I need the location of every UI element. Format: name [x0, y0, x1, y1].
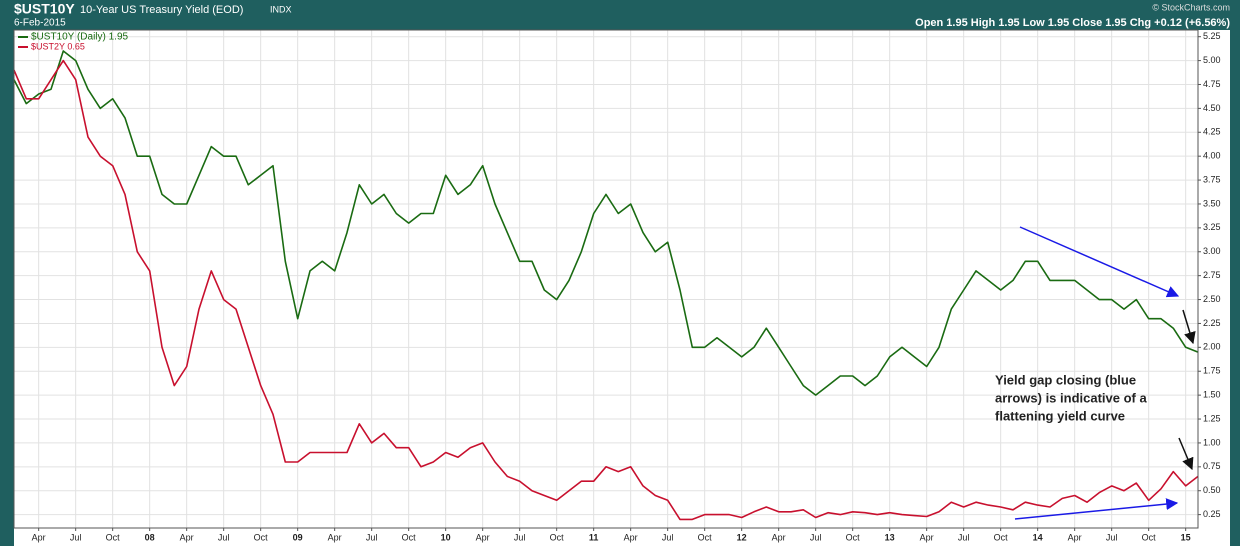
x-tick-label: Oct	[254, 532, 269, 542]
y-tick-label: 4.50	[1203, 103, 1221, 113]
y-tick-label: 3.00	[1203, 246, 1221, 256]
x-tick-label: Jul	[514, 532, 526, 542]
x-tick-label: Jul	[218, 532, 230, 542]
x-tick-label: Apr	[476, 532, 490, 542]
legend-label: $UST2Y 0.65	[31, 41, 85, 51]
x-tick-label: 09	[293, 532, 303, 542]
quote: Open 1.95 High 1.95 Low 1.95 Close 1.95 …	[915, 17, 1230, 29]
legend-label: $UST10Y (Daily) 1.95	[31, 32, 129, 43]
x-tick-label: Apr	[624, 532, 638, 542]
x-tick-label: 11	[589, 532, 599, 542]
plot-area	[14, 30, 1198, 528]
lines	[13, 50, 1199, 521]
arrow	[1014, 498, 1179, 520]
x-tick-label: Oct	[402, 532, 417, 542]
arrow	[1019, 226, 1180, 298]
y-tick-label: 5.25	[1203, 31, 1221, 41]
annotation-line: arrows) is indicative of a	[995, 390, 1147, 405]
y-tick-label: 0.50	[1203, 485, 1221, 495]
annotation-line: flattening yield curve	[995, 408, 1125, 423]
y-tick-label: 3.25	[1203, 222, 1221, 232]
arrow	[1178, 437, 1194, 471]
x-tick-label: Oct	[994, 532, 1009, 542]
credit: © StockCharts.com	[1152, 2, 1230, 12]
y-tick-label: 1.75	[1203, 366, 1221, 376]
x-tick-label: 13	[885, 532, 895, 542]
x-tick-label: Oct	[106, 532, 121, 542]
x-tick-label: Jul	[810, 532, 822, 542]
x-tick-label: Apr	[180, 532, 194, 542]
x-tick-label: Jul	[1106, 532, 1118, 542]
x-tick-label: Apr	[920, 532, 934, 542]
y-tick-label: 4.00	[1203, 151, 1221, 161]
x-tick-label: Jul	[366, 532, 378, 542]
x-tick-label: Jul	[958, 532, 970, 542]
x-tick-label: 15	[1181, 532, 1191, 542]
plot-border	[13, 29, 1199, 529]
y-tick-label: 3.50	[1203, 198, 1221, 208]
x-tick-label: Apr	[328, 532, 342, 542]
y-tick-label: 1.00	[1203, 437, 1221, 447]
series-line	[13, 50, 1199, 396]
series-line	[13, 59, 1199, 521]
x-tick-label: 08	[145, 532, 155, 542]
y-tick-label: 2.25	[1203, 318, 1221, 328]
x-tick-label: 14	[1033, 532, 1043, 542]
security-name: 10-Year US Treasury Yield (EOD)	[80, 4, 243, 16]
x-tick-label: 10	[441, 532, 451, 542]
date: 6-Feb-2015	[14, 18, 66, 29]
x-axis-area	[14, 528, 1230, 546]
x-tick-label: Oct	[698, 532, 713, 542]
annotation-line: Yield gap closing (blue	[995, 372, 1136, 387]
y-tick-label: 1.25	[1203, 413, 1221, 423]
y-tick-label: 0.25	[1203, 509, 1221, 519]
x-tick-label: Oct	[846, 532, 861, 542]
grid	[14, 30, 1198, 528]
x-tick-label: Apr	[1068, 532, 1082, 542]
x-tick-label: Oct	[1142, 532, 1157, 542]
exchange: INDX	[270, 4, 292, 14]
symbol: $UST10Y	[14, 1, 75, 17]
x-tick-label: Apr	[772, 532, 786, 542]
y-tick-label: 4.75	[1203, 79, 1221, 89]
x-tick-label: Oct	[550, 532, 565, 542]
x-tick-label: Jul	[662, 532, 674, 542]
arrow	[1182, 309, 1196, 345]
y-tick-label: 2.00	[1203, 342, 1221, 352]
y-tick-label: 5.00	[1203, 55, 1221, 65]
y-tick-label: 0.75	[1203, 461, 1221, 471]
y-axis-area	[1198, 30, 1230, 528]
annotation: Yield gap closing (blue arrows) is indic…	[995, 372, 1147, 423]
x-tick-label: 12	[737, 532, 747, 542]
y-tick-label: 2.75	[1203, 270, 1221, 280]
x-tick-label: Jul	[70, 532, 82, 542]
y-tick-label: 3.75	[1203, 174, 1221, 184]
x-tick-label: Apr	[32, 532, 46, 542]
y-tick-label: 2.50	[1203, 294, 1221, 304]
y-tick-label: 1.50	[1203, 390, 1221, 400]
y-tick-label: 4.25	[1203, 127, 1221, 137]
